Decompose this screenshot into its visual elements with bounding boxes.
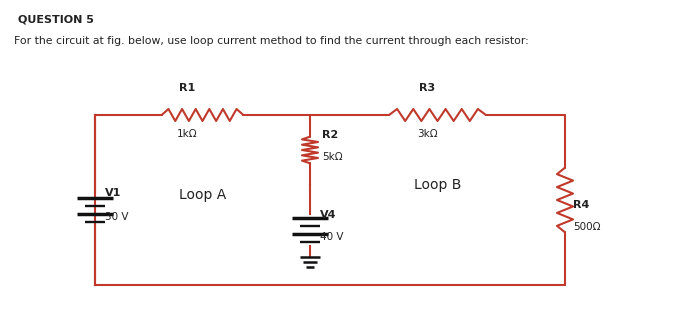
- Text: 5kΩ: 5kΩ: [322, 152, 342, 162]
- Text: QUESTION 5: QUESTION 5: [18, 14, 94, 24]
- Text: R4: R4: [573, 200, 589, 210]
- Text: V1: V1: [105, 188, 121, 198]
- Text: For the circuit at fig. below, use loop current method to find the current throu: For the circuit at fig. below, use loop …: [14, 36, 528, 46]
- Text: 40 V: 40 V: [320, 232, 344, 242]
- Text: Loop B: Loop B: [414, 178, 461, 192]
- Text: R3: R3: [419, 83, 435, 93]
- Text: 3kΩ: 3kΩ: [417, 129, 438, 139]
- Text: R2: R2: [322, 130, 338, 140]
- Text: Loop A: Loop A: [179, 188, 226, 202]
- Text: 500Ω: 500Ω: [573, 222, 601, 232]
- Text: R1: R1: [179, 83, 195, 93]
- Text: V4: V4: [320, 210, 337, 220]
- Text: 30 V: 30 V: [105, 212, 129, 222]
- Text: 1kΩ: 1kΩ: [177, 129, 198, 139]
